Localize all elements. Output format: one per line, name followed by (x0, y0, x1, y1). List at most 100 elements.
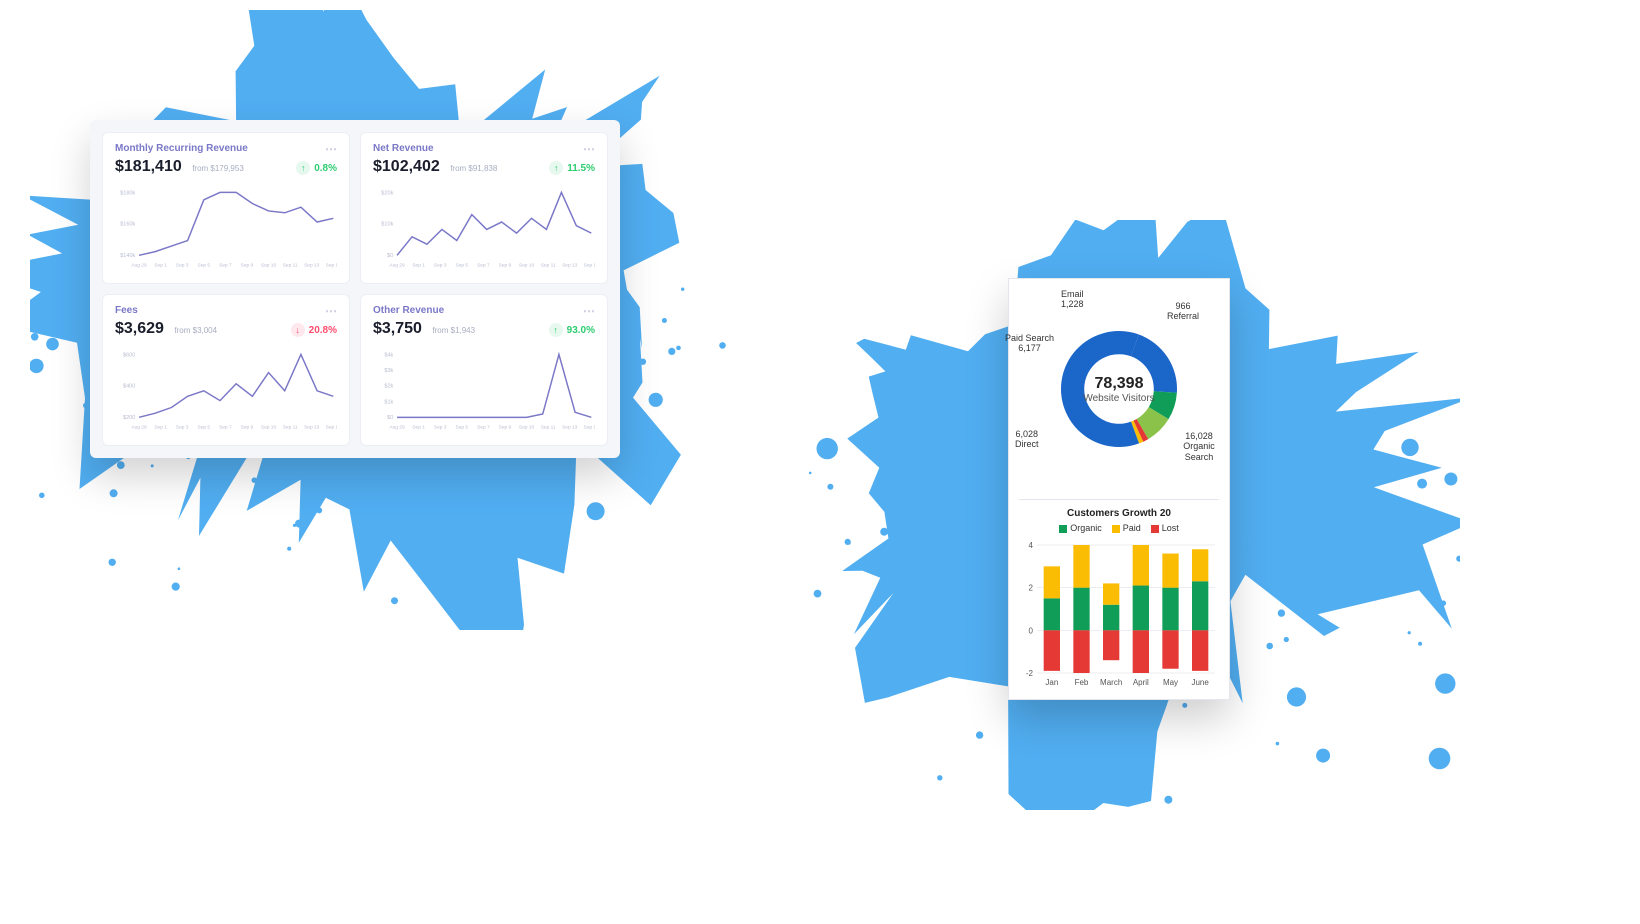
sparkline: $20k$10k$0Aug 29Sep 1Sep 3Sep 5Sep 7Sep … (373, 180, 595, 277)
svg-text:Sep 16: Sep 16 (326, 424, 337, 430)
bar-april-lost (1133, 630, 1149, 673)
svg-text:Sep 11: Sep 11 (541, 424, 556, 430)
svg-text:Aug 29: Aug 29 (389, 262, 405, 268)
growth-title: Customers Growth 20 (1019, 508, 1219, 519)
svg-text:Sep 16: Sep 16 (584, 424, 595, 430)
svg-text:Aug 29: Aug 29 (131, 424, 147, 430)
svg-text:$10k: $10k (381, 222, 393, 228)
metric-title: Other Revenue ⋯ (373, 305, 595, 316)
svg-text:Sep 3: Sep 3 (434, 424, 447, 430)
metric-value: $181,410 (115, 158, 182, 175)
svg-text:0: 0 (1029, 626, 1034, 635)
bar-feb-paid (1073, 545, 1089, 588)
svg-text:$2k: $2k (384, 384, 393, 390)
metric-title: Monthly Recurring Revenue ⋯ (115, 143, 337, 154)
svg-text:Sep 1: Sep 1 (412, 424, 425, 430)
more-icon[interactable]: ⋯ (583, 308, 595, 314)
metric-delta-value: 0.8% (314, 163, 337, 174)
arrow-up-icon: ↑ (549, 161, 563, 175)
svg-text:March: March (1100, 678, 1122, 687)
metric-from: from $1,943 (432, 326, 475, 335)
svg-text:Sep 7: Sep 7 (219, 424, 232, 430)
metric-value: $3,629 (115, 320, 164, 337)
svg-text:-2: -2 (1026, 669, 1034, 678)
more-icon[interactable]: ⋯ (325, 146, 337, 152)
svg-text:Sep 9: Sep 9 (499, 424, 512, 430)
svg-text:Sep 10: Sep 10 (519, 424, 535, 430)
more-icon[interactable]: ⋯ (325, 308, 337, 314)
svg-text:Sep 5: Sep 5 (456, 424, 469, 430)
bar-june-lost (1192, 630, 1208, 671)
growth-svg: -2024JanFebMarchAprilMayJune (1019, 539, 1219, 689)
svg-text:Sep 13: Sep 13 (562, 424, 578, 430)
svg-text:Jan: Jan (1045, 678, 1058, 687)
svg-text:June: June (1191, 678, 1209, 687)
bar-jan-organic (1044, 598, 1060, 630)
bar-may-lost (1162, 630, 1178, 668)
metric-value-row: $3,629 from $3,004 ↓ 20.8% (115, 320, 337, 338)
analytics-panel: 78,398 Website Visitors 16,028Organic Se… (1008, 278, 1230, 700)
arrow-up-icon: ↑ (549, 323, 563, 337)
bar-march-organic (1103, 605, 1119, 631)
arrow-up-icon: ↑ (296, 161, 310, 175)
svg-text:$0: $0 (387, 415, 393, 421)
svg-text:Sep 7: Sep 7 (477, 424, 490, 430)
bar-april-organic (1133, 586, 1149, 631)
svg-text:Sep 3: Sep 3 (176, 424, 189, 430)
svg-text:Sep 16: Sep 16 (326, 262, 337, 268)
metric-title-text: Monthly Recurring Revenue (115, 143, 248, 154)
metric-title: Net Revenue ⋯ (373, 143, 595, 154)
metric-title: Fees ⋯ (115, 305, 337, 316)
svg-text:Sep 5: Sep 5 (198, 424, 211, 430)
svg-text:Sep 11: Sep 11 (283, 262, 298, 268)
arrow-down-icon: ↓ (291, 323, 305, 337)
svg-text:Sep 5: Sep 5 (198, 262, 211, 268)
legend-organic: Organic (1059, 523, 1102, 533)
metric-from: from $179,953 (192, 164, 244, 173)
bar-april-paid (1133, 545, 1149, 586)
legend-paid: Paid (1112, 523, 1141, 533)
svg-text:$160k: $160k (120, 222, 135, 228)
metric-delta: ↑ 11.5% (549, 161, 595, 175)
svg-text:Feb: Feb (1075, 678, 1089, 687)
svg-text:Sep 1: Sep 1 (154, 424, 167, 430)
svg-text:4: 4 (1029, 541, 1034, 550)
svg-text:Sep 9: Sep 9 (241, 262, 254, 268)
svg-text:May: May (1163, 678, 1178, 687)
revenue-dashboard: Monthly Recurring Revenue ⋯ $181,410 fro… (90, 120, 620, 458)
svg-text:Sep 16: Sep 16 (584, 262, 595, 268)
metric-title-text: Net Revenue (373, 143, 434, 154)
bar-jan-paid (1044, 566, 1060, 598)
metric-delta-value: 20.8% (309, 325, 337, 336)
growth-chart: -2024JanFebMarchAprilMayJune (1019, 539, 1219, 689)
bar-jan-lost (1044, 630, 1060, 671)
svg-text:Sep 3: Sep 3 (176, 262, 189, 268)
more-icon[interactable]: ⋯ (583, 146, 595, 152)
bar-june-organic (1192, 581, 1208, 630)
metric-delta: ↓ 20.8% (291, 323, 337, 337)
svg-text:$180k: $180k (120, 190, 135, 196)
metric-value: $102,402 (373, 158, 440, 175)
metric-card-net: Net Revenue ⋯ $102,402 from $91,838 ↑ 11… (360, 132, 608, 284)
svg-text:Sep 9: Sep 9 (499, 262, 512, 268)
metric-delta: ↑ 93.0% (549, 323, 595, 337)
svg-text:Sep 5: Sep 5 (456, 262, 469, 268)
sparkline: $600$400$200Aug 29Sep 1Sep 3Sep 5Sep 7Se… (115, 342, 337, 439)
growth-legend: Organic Paid Lost (1019, 523, 1219, 533)
svg-text:$4k: $4k (384, 352, 393, 358)
donut-center-value: 78,398 (1095, 375, 1144, 393)
legend-lost: Lost (1151, 523, 1179, 533)
svg-text:$400: $400 (123, 384, 135, 390)
svg-text:Sep 9: Sep 9 (241, 424, 254, 430)
bar-march-lost (1103, 630, 1119, 660)
donut-label-organic-search: 16,028Organic Search (1179, 431, 1219, 462)
svg-text:Aug 29: Aug 29 (389, 424, 405, 430)
svg-text:Sep 10: Sep 10 (519, 262, 535, 268)
metric-delta-value: 93.0% (567, 325, 595, 336)
svg-text:Sep 1: Sep 1 (412, 262, 425, 268)
sparkline: $4k$3k$2k$1k$0Aug 29Sep 1Sep 3Sep 5Sep 7… (373, 342, 595, 439)
metric-value-row: $102,402 from $91,838 ↑ 11.5% (373, 158, 595, 176)
bar-may-paid (1162, 554, 1178, 588)
donut-label-referral: 966Referral (1167, 301, 1199, 322)
metric-card-mrr: Monthly Recurring Revenue ⋯ $181,410 fro… (102, 132, 350, 284)
